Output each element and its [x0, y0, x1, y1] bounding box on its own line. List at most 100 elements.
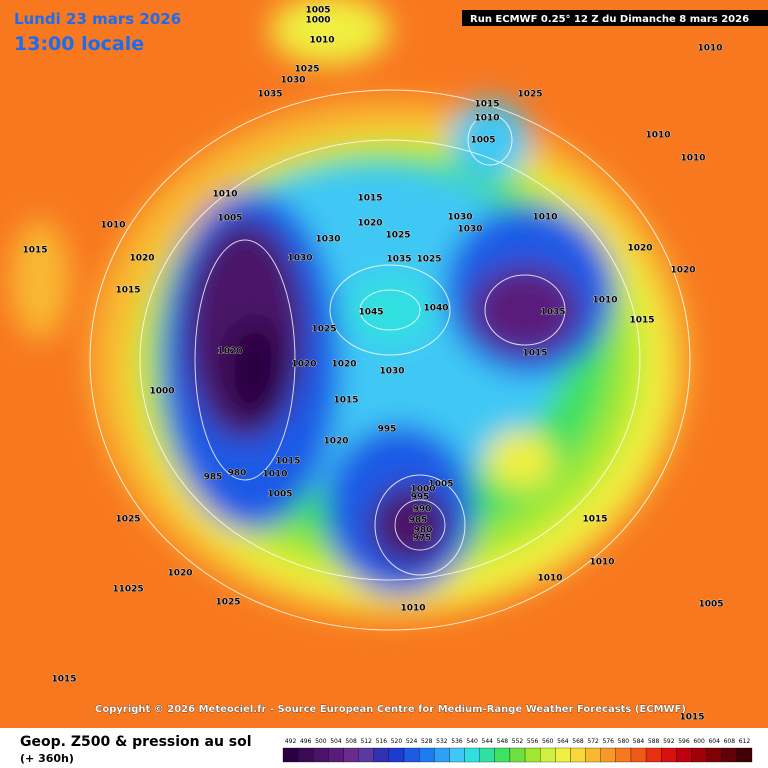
colorbar-label: 556 [527, 738, 539, 745]
isobar-label: 1015 [22, 246, 47, 256]
colorbar-swatch [585, 747, 601, 763]
isobar-label: 1030 [379, 367, 404, 377]
colorbar-swatch [721, 747, 738, 763]
run-info: Run ECMWF 0.25° 12 Z du Dimanche 8 mars … [470, 14, 749, 25]
isobar-label: 980 [228, 469, 247, 479]
colorbar-label: 600 [693, 738, 705, 745]
isobar-label: 1020 [627, 244, 652, 254]
isobar-label: 1010 [400, 604, 425, 614]
isobar-label: 1010 [589, 558, 614, 568]
isobar-label: 1015 [333, 396, 358, 406]
colorbar-swatch [403, 747, 420, 763]
isobar-label: 980 [414, 526, 433, 536]
isobar-label: 1005 [470, 136, 495, 146]
isobar-label: 1015 [357, 194, 382, 204]
colorbar-swatch [736, 747, 753, 763]
colorbar-swatch [540, 747, 556, 763]
isobar-label: 1005 [698, 600, 723, 610]
colorbar-swatch [570, 747, 586, 763]
isobar-label: 1020 [323, 437, 348, 447]
isobar-label: 1020 [291, 360, 316, 370]
isobar-label: 1010 [212, 190, 237, 200]
colorbar-label: 612 [739, 738, 751, 745]
colorbar-label: 516 [376, 738, 388, 745]
isobar-label: 1020 [129, 254, 154, 264]
isobar-label: 1035 [540, 308, 565, 318]
copyright: Copyright © 2026 Meteociel.fr - Source E… [95, 704, 686, 715]
isobar-label: 1010 [100, 221, 125, 231]
colorbar-label: 548 [497, 738, 509, 745]
colorbar-label: 532 [436, 738, 448, 745]
colorbar-swatch [313, 747, 329, 763]
colorbar-label: 568 [572, 738, 584, 745]
isobar-label: 1005 [428, 480, 453, 490]
isobar-label: 1010 [474, 114, 499, 124]
map-local-time: 13:00 locale [14, 33, 144, 55]
isobar-label: 1015 [679, 713, 704, 723]
colorbar-swatch [494, 747, 511, 763]
isobar-label: 975 [413, 534, 432, 544]
colorbar-swatch [676, 747, 692, 763]
isobar-label: 1000 [305, 16, 330, 26]
isobar-label: 1030 [315, 235, 340, 245]
colorbar-swatch [615, 747, 632, 763]
isobar-label: 1005 [217, 214, 242, 224]
isobar-label: 1010 [592, 296, 617, 306]
colorbar-label: 512 [360, 738, 372, 745]
colorbar-label: 576 [603, 738, 615, 745]
isobar-label: 995 [411, 493, 430, 503]
isobar-label: 990 [413, 505, 432, 515]
isobar-label: 1020 [167, 569, 192, 579]
colorbar-swatch [464, 747, 480, 763]
isobar-label: 985 [409, 516, 428, 526]
isobar-label: 1015 [275, 457, 300, 467]
colorbar-swatch [343, 747, 359, 763]
colorbar-label: 496 [300, 738, 312, 745]
colorbar-label: 540 [466, 738, 478, 745]
isobar-label: 1030 [447, 213, 472, 223]
isobar-label: 1000 [149, 387, 174, 397]
isobar-label: 1015 [582, 515, 607, 525]
isobar-label: 1005 [267, 490, 292, 500]
isobar-label: 1040 [423, 304, 448, 314]
isobar-label: 1015 [629, 316, 654, 326]
colorbar-swatch [509, 747, 526, 763]
isobar-label: 1010 [680, 154, 705, 164]
colorbar-swatch [600, 747, 616, 763]
colorbar-label: 528 [421, 738, 433, 745]
map-date: Lundi 23 mars 2026 [14, 10, 181, 28]
isobar-label: 1000 [410, 485, 435, 495]
isobar-label: 1005 [305, 6, 330, 16]
isobar-label: 1010 [537, 574, 562, 584]
isobar-labels: 1005100010101025103010351010102510151010… [22, 5, 724, 723]
colorbar-swatch [630, 747, 647, 763]
colorbar-label: 588 [648, 738, 660, 745]
isobar-label: 1025 [385, 231, 410, 241]
isobar-label: 1020 [217, 347, 242, 357]
colorbar-swatch [358, 747, 374, 763]
isobar-label: 1035 [257, 90, 282, 100]
colorbar-swatch [434, 747, 450, 763]
colorbar-label: 572 [587, 738, 599, 745]
colorbar-swatch [419, 747, 435, 763]
colorbar-label: 564 [557, 738, 569, 745]
colorbar-label: 580 [618, 738, 630, 745]
lead-time: (+ 360h) [20, 752, 74, 765]
isobar-label: 1010 [697, 44, 722, 54]
colorbar-swatch [297, 747, 314, 763]
colorbar-label: 560 [542, 738, 554, 745]
isobar-label: 1010 [262, 470, 287, 480]
isobar-label: 1010 [309, 36, 334, 46]
colorbar-swatch [328, 747, 344, 763]
colorbar-swatch [282, 747, 299, 763]
colorbar-label: 604 [708, 738, 720, 745]
colorbar-swatch [661, 747, 677, 763]
field-name: Geop. Z500 & pression au sol [20, 734, 252, 750]
isobar-label: 1025 [517, 90, 542, 100]
isobar-label: 1025 [115, 515, 140, 525]
colorbar-label: 552 [512, 738, 524, 745]
colorbar-label: 500 [315, 738, 327, 745]
colorbar-swatch [691, 747, 707, 763]
colorbar-swatch [388, 747, 405, 763]
colorbar-label: 504 [330, 738, 342, 745]
